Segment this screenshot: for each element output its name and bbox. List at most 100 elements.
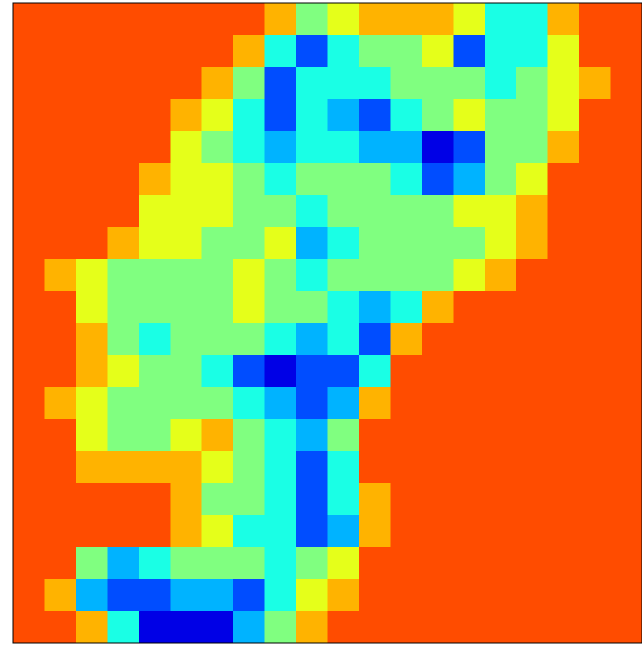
heatmap-cell <box>265 291 297 324</box>
heatmap-cell <box>202 3 234 36</box>
heatmap-cell <box>13 483 45 516</box>
heatmap-cell <box>170 291 202 324</box>
heatmap-cell <box>76 35 108 68</box>
heatmap-cell <box>328 355 360 388</box>
heatmap-cell <box>44 259 76 292</box>
heatmap-cell <box>44 355 76 388</box>
heatmap-cell <box>139 227 171 260</box>
heatmap-cell <box>453 3 485 36</box>
heatmap-cell <box>170 99 202 132</box>
heatmap-cells <box>13 3 642 644</box>
heatmap-cell <box>328 131 360 164</box>
heatmap-cell <box>76 323 108 356</box>
heatmap-cell <box>422 163 454 196</box>
heatmap-cell <box>13 515 45 548</box>
heatmap-cell <box>139 131 171 164</box>
heatmap-cell <box>390 355 422 388</box>
chart <box>0 0 642 646</box>
heatmap-cell <box>296 163 328 196</box>
heatmap-cell <box>202 259 234 292</box>
heatmap-cell <box>233 355 265 388</box>
heatmap-cell <box>548 419 580 452</box>
heatmap-cell <box>579 67 611 100</box>
heatmap-cell <box>328 195 360 228</box>
heatmap-cell <box>44 3 76 36</box>
heatmap-cell <box>485 195 517 228</box>
heatmap-cell <box>44 451 76 484</box>
heatmap-cell <box>44 515 76 548</box>
heatmap-cell <box>265 35 297 68</box>
heatmap-cell <box>548 131 580 164</box>
heatmap-cell <box>107 611 139 644</box>
heatmap-cell <box>265 611 297 644</box>
heatmap-cell <box>76 547 108 580</box>
heatmap-cell <box>548 483 580 516</box>
heatmap-cell <box>233 387 265 420</box>
heatmap-cell <box>611 483 642 516</box>
heatmap-cell <box>13 579 45 612</box>
heatmap-cell <box>611 291 642 324</box>
heatmap-cell <box>328 387 360 420</box>
heatmap-cell <box>422 35 454 68</box>
heatmap-cell <box>422 483 454 516</box>
heatmap-cell <box>579 323 611 356</box>
heatmap-cell <box>359 355 391 388</box>
heatmap-cell <box>296 611 328 644</box>
heatmap-cell <box>611 35 642 68</box>
heatmap-cell <box>76 67 108 100</box>
heatmap-cell <box>359 387 391 420</box>
heatmap-cell <box>170 451 202 484</box>
heatmap-cell <box>296 99 328 132</box>
heatmap-cell <box>76 259 108 292</box>
heatmap-cell <box>76 419 108 452</box>
heatmap-cell <box>170 483 202 516</box>
heatmap-cell <box>516 611 548 644</box>
heatmap-cell <box>422 579 454 612</box>
heatmap-cell <box>107 291 139 324</box>
heatmap-cell <box>516 99 548 132</box>
heatmap-cell <box>202 547 234 580</box>
heatmap-cell <box>107 163 139 196</box>
heatmap-cell <box>170 131 202 164</box>
heatmap-cell <box>516 323 548 356</box>
heatmap-cell <box>516 291 548 324</box>
page: (() => { const data = JSON.parse(documen… <box>0 0 642 646</box>
heatmap-cell <box>548 259 580 292</box>
heatmap-cell <box>516 483 548 516</box>
heatmap-cell <box>170 35 202 68</box>
heatmap-cell <box>233 323 265 356</box>
heatmap-cell <box>516 35 548 68</box>
heatmap-cell <box>579 195 611 228</box>
heatmap-cell <box>548 3 580 36</box>
heatmap-cell <box>485 483 517 516</box>
heatmap-cell <box>422 195 454 228</box>
heatmap-cell <box>107 451 139 484</box>
heatmap-cell <box>13 419 45 452</box>
heatmap-cell <box>422 547 454 580</box>
heatmap-cell <box>422 131 454 164</box>
heatmap-cell <box>390 387 422 420</box>
heatmap-cell <box>422 611 454 644</box>
heatmap-cell <box>139 579 171 612</box>
heatmap-cell <box>548 451 580 484</box>
heatmap-cell <box>422 515 454 548</box>
heatmap-cell <box>611 387 642 420</box>
heatmap-cell <box>390 451 422 484</box>
heatmap-cell <box>579 419 611 452</box>
heatmap-cell <box>359 291 391 324</box>
heatmap-cell <box>328 163 360 196</box>
heatmap-cell <box>265 3 297 36</box>
heatmap-cell <box>202 611 234 644</box>
heatmap-cell <box>202 67 234 100</box>
heatmap-cell <box>265 99 297 132</box>
heatmap-cell <box>485 259 517 292</box>
heatmap-cell <box>170 579 202 612</box>
heatmap-cell <box>107 355 139 388</box>
heatmap-cell <box>390 3 422 36</box>
heatmap-cell <box>359 547 391 580</box>
heatmap-cell <box>107 515 139 548</box>
heatmap-cell <box>233 131 265 164</box>
heatmap-cell <box>611 323 642 356</box>
heatmap-cell <box>579 547 611 580</box>
heatmap-cell <box>170 419 202 452</box>
